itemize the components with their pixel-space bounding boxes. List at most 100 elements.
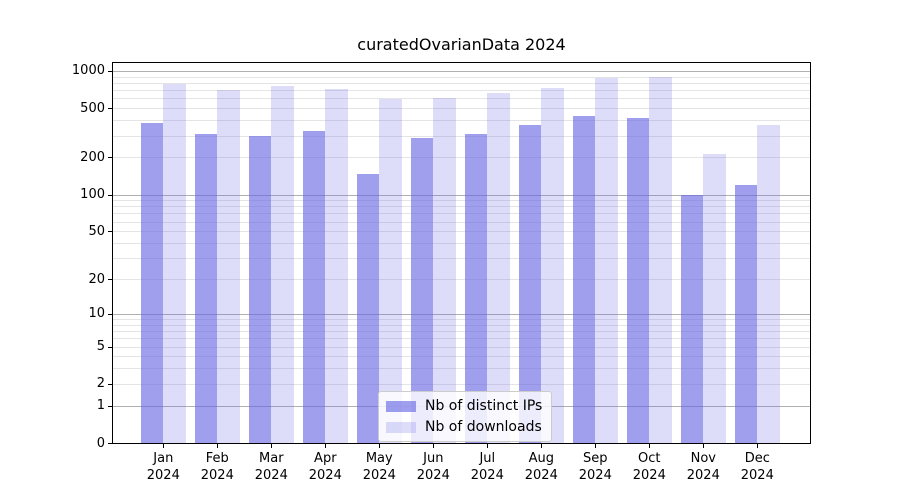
bar-ip-apr — [302, 130, 326, 443]
y-tick-label-500: 500 — [80, 100, 105, 116]
x-tick-label-apr: Apr 2024 — [290, 450, 360, 484]
y-tick-mark-20 — [108, 279, 112, 280]
x-tick-year-feb: 2024 — [200, 468, 234, 483]
y-tick-mark-0 — [108, 443, 112, 444]
x-tick-label-jul: Jul 2024 — [452, 450, 522, 484]
y-tick-mark-1 — [108, 405, 112, 407]
bar-dl-may — [379, 99, 402, 443]
y-tick-mark-200 — [108, 157, 112, 159]
x-tick-year-oct: 2024 — [632, 468, 666, 483]
grid-line-2 — [113, 383, 810, 385]
bar-ip-mar — [248, 135, 272, 443]
y-tick-label-2: 2 — [96, 376, 105, 392]
x-tick-year-nov: 2024 — [686, 468, 720, 483]
grid-line-5 — [113, 346, 810, 348]
bar-dl-aug — [541, 88, 564, 443]
x-tick-mark-feb — [217, 444, 219, 448]
x-tick-mark-sep — [595, 444, 597, 448]
bar-ip-oct — [626, 118, 650, 443]
x-tick-mark-jul — [487, 444, 489, 448]
y-tick-label-1: 1 — [96, 398, 105, 414]
x-tick-mark-mar — [271, 444, 273, 448]
x-tick-year-dec: 2024 — [740, 468, 774, 483]
bar-ip-sep — [572, 116, 596, 443]
x-tick-label-may: May 2024 — [344, 450, 414, 484]
x-tick-label-feb: Feb 2024 — [182, 450, 252, 484]
x-tick-label-mar: Mar 2024 — [236, 450, 306, 484]
bar-dl-feb — [217, 90, 240, 443]
grid-line-90 — [113, 200, 810, 202]
plot-area — [112, 62, 811, 444]
grid-line-900 — [113, 76, 810, 78]
bar-ip-jan — [140, 123, 164, 443]
bar-ip-jun — [410, 137, 434, 443]
y-tick-mark-100 — [108, 194, 112, 196]
legend-swatch-downloads — [386, 421, 416, 433]
bar-dl-jan — [163, 83, 186, 443]
y-tick-label-0: 0 — [96, 435, 105, 451]
grid-line-6 — [113, 338, 810, 340]
grid-line-70 — [113, 213, 810, 215]
x-tick-year-aug: 2024 — [524, 468, 558, 483]
x-tick-label-jun: Jun 2024 — [398, 450, 468, 484]
x-tick-mark-aug — [541, 444, 543, 448]
x-tick-label-nov: Nov 2024 — [668, 450, 738, 484]
y-tick-label-1000: 1000 — [71, 63, 105, 79]
x-tick-year-jun: 2024 — [416, 468, 450, 483]
bar-dl-sep — [595, 77, 618, 443]
y-tick-mark-50 — [108, 231, 112, 233]
x-tick-mark-may — [379, 444, 381, 448]
legend-label-distinct-ips: Nb of distinct IPs — [425, 398, 543, 414]
bar-dl-dec — [757, 125, 780, 443]
grid-line-400 — [113, 120, 810, 122]
x-tick-mark-oct — [649, 444, 651, 448]
x-tick-year-may: 2024 — [362, 468, 396, 483]
x-tick-year-sep: 2024 — [578, 468, 612, 483]
bar-dl-jul — [487, 93, 510, 443]
x-tick-mark-nov — [703, 444, 705, 448]
x-tick-mark-jun — [433, 444, 435, 448]
bar-ip-feb — [194, 133, 218, 443]
x-tick-mark-dec — [757, 444, 759, 448]
grid-line-10 — [113, 313, 810, 315]
grid-line-600 — [113, 98, 810, 100]
bar-ip-may — [356, 173, 380, 443]
grid-line-20 — [113, 279, 810, 280]
bar-dl-apr — [325, 88, 348, 443]
y-tick-label-5: 5 — [96, 339, 105, 354]
grid-line-80 — [113, 206, 810, 208]
grid-line-60 — [113, 221, 810, 223]
legend-item-downloads: Nb of downloads — [386, 419, 542, 435]
x-tick-label-aug: Aug 2024 — [506, 450, 576, 484]
plot-canvas — [113, 63, 810, 443]
legend-swatch-distinct-ips — [386, 400, 416, 412]
x-tick-year-jul: 2024 — [470, 468, 504, 483]
bar-ip-jul — [464, 133, 488, 443]
y-tick-mark-10 — [108, 313, 112, 315]
y-tick-label-100: 100 — [80, 187, 105, 202]
y-tick-label-20: 20 — [88, 271, 105, 287]
y-tick-label-200: 200 — [80, 149, 105, 165]
x-tick-year-jan: 2024 — [146, 468, 180, 483]
grid-line-50 — [113, 231, 810, 233]
x-tick-mark-apr — [325, 444, 327, 448]
grid-line-9 — [113, 319, 810, 320]
bar-dl-oct — [649, 76, 672, 443]
grid-line-100 — [113, 194, 810, 196]
grid-line-200 — [113, 157, 810, 159]
grid-line-300 — [113, 135, 810, 137]
x-tick-label-jan: Jan 2024 — [128, 450, 198, 484]
bar-ip-aug — [518, 125, 542, 443]
x-tick-label-oct: Oct 2024 — [614, 450, 684, 484]
grid-line-1000 — [113, 70, 810, 72]
legend: Nb of distinct IPs Nb of downloads — [378, 391, 553, 442]
y-tick-label-50: 50 — [88, 223, 105, 239]
grid-line-700 — [113, 90, 810, 92]
grid-line-30 — [113, 258, 810, 260]
x-tick-year-apr: 2024 — [308, 468, 342, 483]
bar-dl-mar — [271, 86, 294, 443]
y-tick-mark-500 — [108, 108, 112, 110]
bar-dl-nov — [703, 153, 726, 443]
y-tick-mark-5 — [108, 346, 112, 348]
